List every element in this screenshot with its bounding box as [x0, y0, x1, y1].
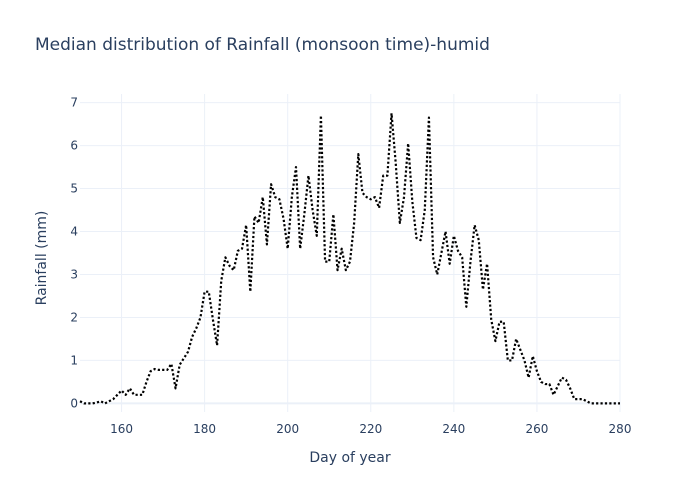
y-tick-label: 1 — [70, 353, 78, 367]
x-axis-ticks: 160 180 200 220 240 260 280 — [110, 422, 631, 436]
y-axis-ticks: 0 1 2 3 4 5 6 7 — [70, 96, 78, 411]
y-tick-label: 7 — [70, 96, 78, 110]
series-layer — [79, 112, 620, 405]
x-axis-title: Day of year — [309, 450, 391, 466]
x-tick-label: 200 — [276, 422, 299, 436]
y-tick-label: 6 — [70, 139, 78, 153]
x-tick-label: 240 — [442, 422, 465, 436]
grid-lines — [80, 94, 621, 412]
x-tick-label: 220 — [359, 422, 382, 436]
x-tick-label: 180 — [193, 422, 216, 436]
y-axis-title: Rainfall (mm) — [34, 211, 50, 306]
y-tick-label: 3 — [70, 267, 78, 281]
y-tick-label: 4 — [70, 225, 78, 239]
y-tick-label: 5 — [70, 182, 78, 196]
rainfall-series-line — [79, 112, 620, 405]
y-tick-label: 0 — [70, 396, 78, 410]
x-tick-label: 260 — [525, 422, 548, 436]
x-tick-label: 160 — [110, 422, 133, 436]
x-tick-label: 280 — [609, 422, 632, 436]
chart-title: Median distribution of Rainfall (monsoon… — [35, 35, 490, 55]
y-tick-label: 2 — [70, 310, 78, 324]
